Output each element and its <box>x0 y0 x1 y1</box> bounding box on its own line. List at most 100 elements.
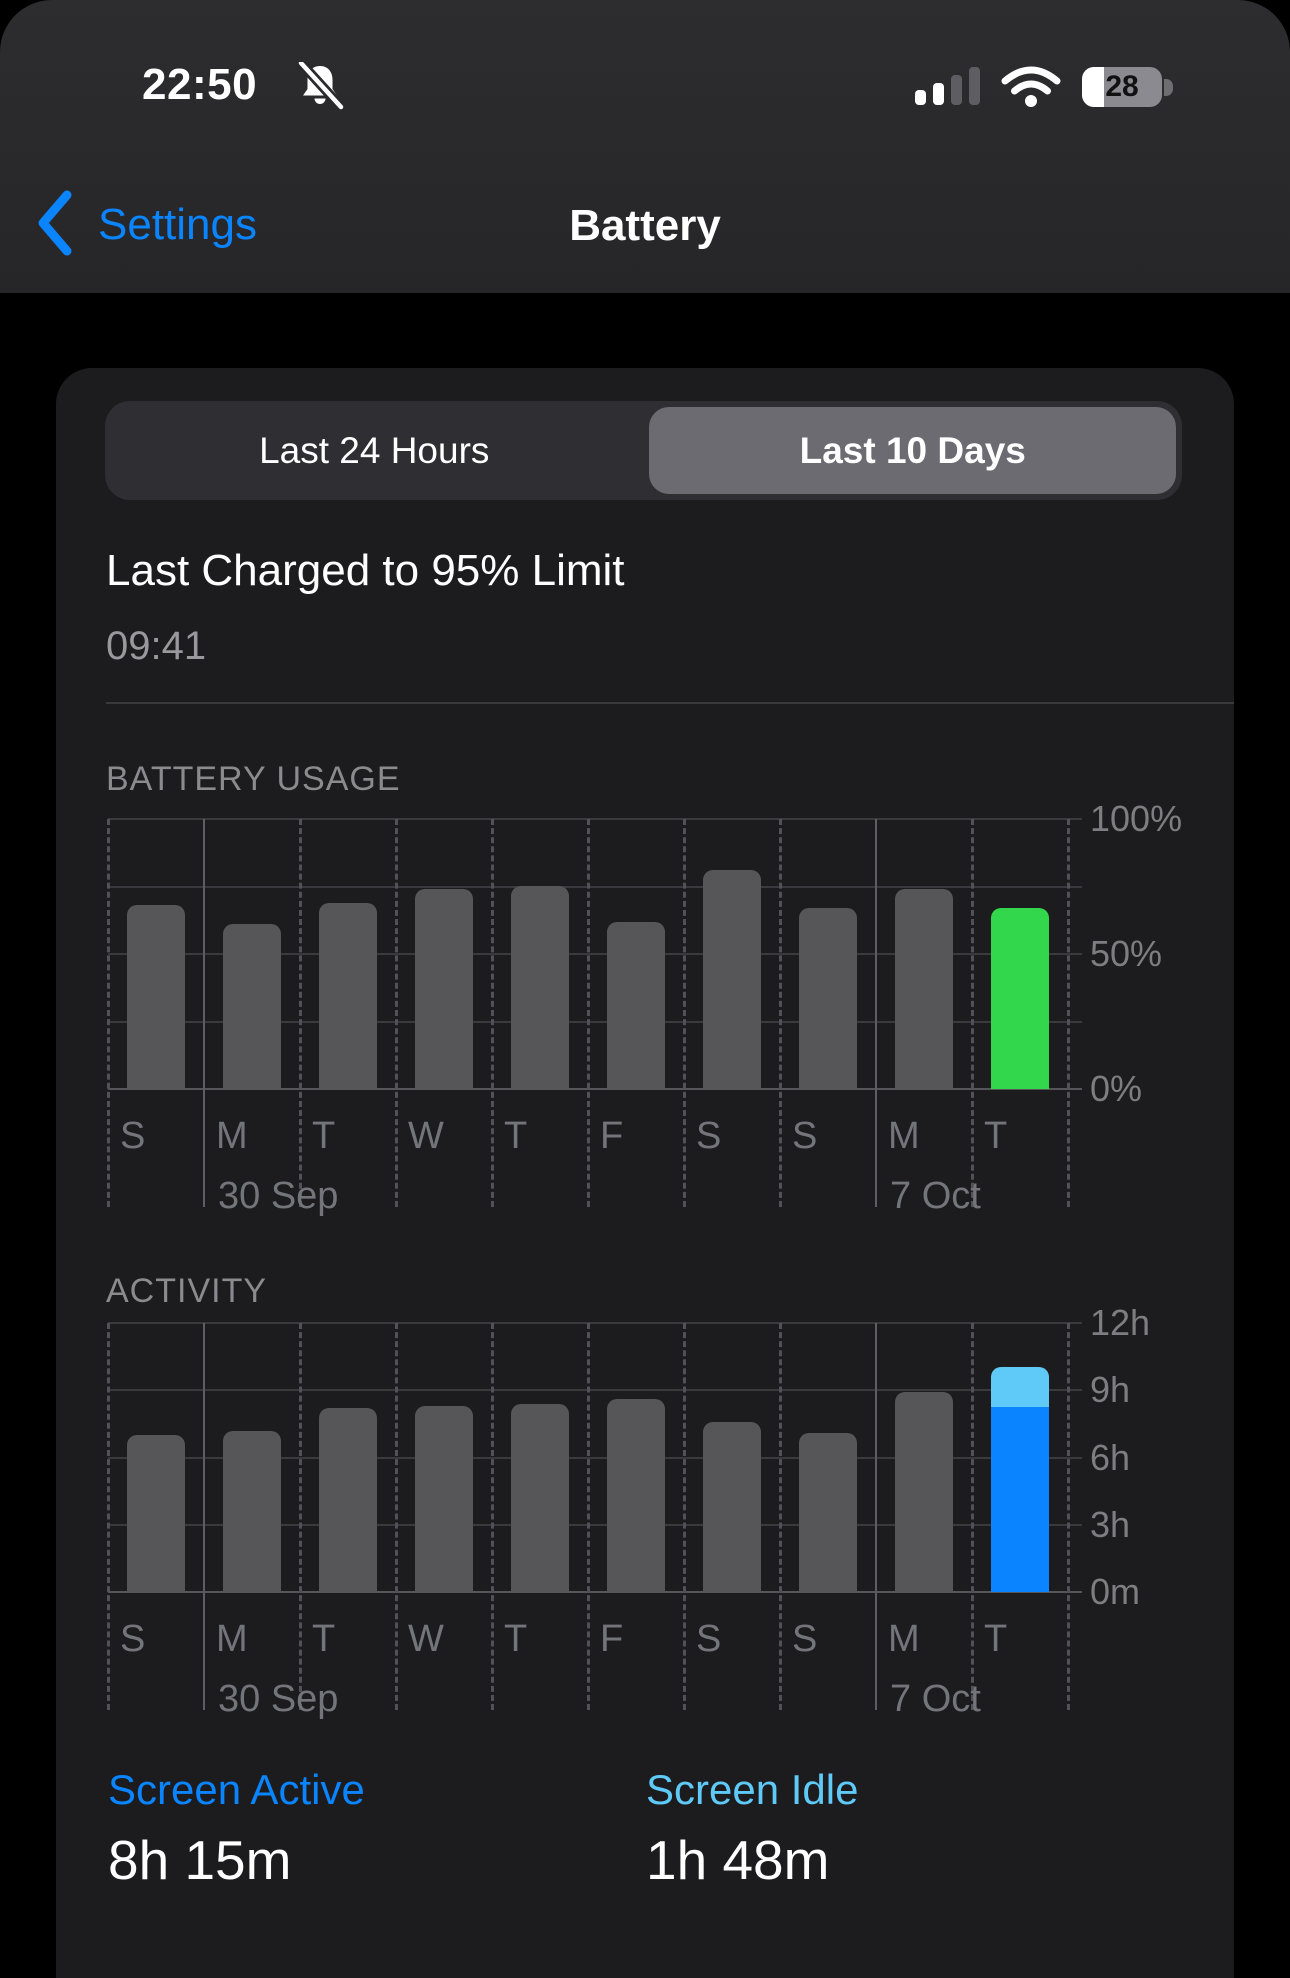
chart-bar[interactable] <box>607 922 665 1089</box>
day-label: M <box>888 1618 920 1660</box>
y-axis-tick-label: 100% <box>1090 798 1183 839</box>
day-label: F <box>600 1115 624 1157</box>
gridline-v <box>1067 819 1070 1207</box>
battery-card: Last 24 Hours Last 10 Days Last Charged … <box>56 368 1234 1978</box>
gridline-h <box>108 1456 1082 1459</box>
cellular-signal-icon <box>915 65 985 105</box>
gridline-h <box>108 1088 1082 1090</box>
bar-segment-past <box>415 1406 473 1592</box>
signal-bar <box>951 75 962 105</box>
gridline-v <box>683 819 686 1207</box>
gridline-v <box>491 1323 494 1710</box>
divider <box>106 702 1234 704</box>
day-label: S <box>696 1115 722 1157</box>
day-label: M <box>888 1115 920 1157</box>
chart-bar[interactable] <box>511 886 569 1089</box>
tab-last-24-hours[interactable]: Last 24 Hours <box>259 429 490 471</box>
gridline-h <box>108 1020 1082 1023</box>
battery-fill <box>1082 67 1105 107</box>
bar-segment-idle <box>991 1367 1049 1408</box>
screen-active-value: 8h 15m <box>108 1829 292 1891</box>
gridline-v <box>683 1323 686 1710</box>
bar-segment-past <box>127 905 185 1089</box>
chart-bar[interactable] <box>511 1404 569 1592</box>
chart-bar[interactable] <box>799 908 857 1089</box>
day-label: F <box>600 1618 624 1660</box>
gridline-v <box>587 819 590 1207</box>
tab-last-10-days[interactable]: Last 10 Days <box>799 429 1026 471</box>
bar-segment-past <box>799 1433 857 1592</box>
chart-bar[interactable] <box>223 924 281 1089</box>
chart-bar[interactable] <box>991 908 1049 1089</box>
chart-bar[interactable] <box>703 1422 761 1592</box>
day-label: S <box>120 1115 146 1157</box>
chart-bar[interactable] <box>895 1392 953 1592</box>
day-label: M <box>216 1618 248 1660</box>
gridline-v <box>779 1323 782 1710</box>
gridline-v <box>875 819 877 1207</box>
gridline-v <box>299 1323 302 1710</box>
bar-segment-past <box>415 889 473 1089</box>
gridline-v <box>299 819 302 1207</box>
day-label: M <box>216 1115 248 1157</box>
screen-idle-label: Screen Idle <box>646 1766 859 1813</box>
signal-bar <box>933 83 944 105</box>
y-axis-tick-label: 0m <box>1090 1571 1141 1612</box>
gridline-v <box>971 1323 974 1710</box>
bar-segment-active <box>991 1407 1049 1592</box>
day-label: T <box>504 1115 528 1157</box>
gridline-h <box>108 1389 1082 1392</box>
battery-percent: 28 <box>1105 70 1139 103</box>
gridline-h <box>108 1591 1082 1593</box>
time-range-segmented-control: Last 24 Hours Last 10 Days <box>105 401 1182 500</box>
bar-segment-past <box>127 1435 185 1592</box>
chart-bar[interactable] <box>415 1406 473 1592</box>
chart-bar[interactable] <box>319 903 377 1089</box>
y-axis-tick-label: 12h <box>1090 1302 1151 1343</box>
battery-usage-chart: 100% 50% 0% S M T W T F S S M T 30 Sep 7 Oct <box>107 798 1268 1247</box>
gridline-v <box>875 1323 877 1710</box>
status-time: 22:50 <box>142 60 258 109</box>
chart-bar[interactable] <box>127 905 185 1089</box>
chart-bar[interactable] <box>319 1408 377 1592</box>
day-label: S <box>792 1618 818 1660</box>
month-label: 30 Sep <box>218 1175 339 1217</box>
back-button[interactable]: Settings <box>36 190 257 260</box>
chart-bar[interactable] <box>607 1399 665 1592</box>
day-label: S <box>696 1618 722 1660</box>
day-label: T <box>312 1618 336 1660</box>
bar-segment-past <box>223 924 281 1089</box>
bar-segment-past <box>607 922 665 1089</box>
chart-bar[interactable] <box>703 870 761 1089</box>
bar-segment-past <box>223 1431 281 1592</box>
bar-segment-past <box>703 870 761 1089</box>
bar-segment-past <box>799 908 857 1089</box>
chart-bar[interactable] <box>415 889 473 1089</box>
day-label: S <box>792 1115 818 1157</box>
chart-bar[interactable] <box>127 1435 185 1592</box>
chart-bar[interactable] <box>223 1431 281 1592</box>
chevron-left-icon <box>36 190 74 261</box>
day-label: T <box>984 1618 1008 1660</box>
day-label: T <box>504 1618 528 1660</box>
day-label: W <box>408 1618 444 1660</box>
y-axis-tick-label: 50% <box>1090 933 1163 974</box>
month-label: 7 Oct <box>890 1678 981 1720</box>
gridline-v <box>395 1323 398 1710</box>
bar-segment-past <box>895 889 953 1089</box>
bar-segment-past <box>319 1408 377 1592</box>
chart-bar[interactable] <box>895 889 953 1089</box>
chart-bar[interactable] <box>991 1367 1049 1592</box>
screen-idle-value: 1h 48m <box>646 1829 830 1891</box>
selected-segment-background <box>649 407 1176 494</box>
bell-muted-icon <box>294 59 346 115</box>
gridline-v <box>395 819 398 1207</box>
activity-section-label: ACTIVITY <box>106 1272 268 1310</box>
day-label: S <box>120 1618 146 1660</box>
back-button-label: Settings <box>98 200 257 249</box>
chart-bar[interactable] <box>799 1433 857 1592</box>
gridline-v <box>971 819 974 1207</box>
day-label: T <box>984 1115 1008 1157</box>
page-title: Battery <box>569 201 721 250</box>
